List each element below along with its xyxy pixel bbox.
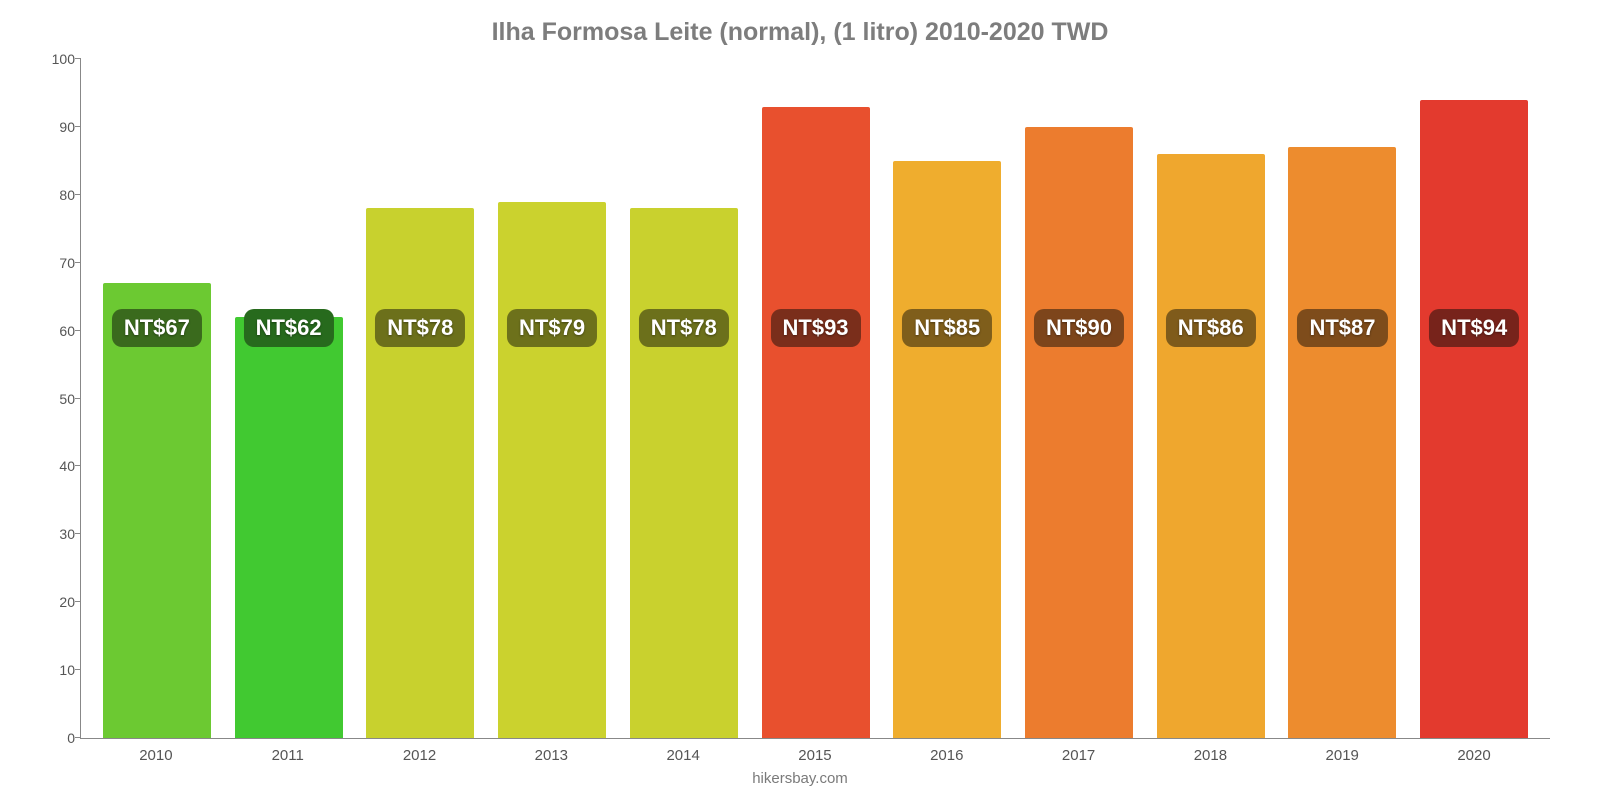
bar-slot: NT$94: [1408, 59, 1540, 738]
y-tick-mark: [75, 126, 81, 127]
x-tick-label: 2016: [881, 739, 1013, 764]
bar: [1288, 147, 1396, 738]
x-tick-label: 2014: [617, 739, 749, 764]
bar: [366, 208, 474, 738]
y-tick-mark: [75, 330, 81, 331]
bar-slot: NT$93: [750, 59, 882, 738]
x-tick-label: 2017: [1013, 739, 1145, 764]
y-tick-label: 100: [31, 51, 75, 67]
bar: [498, 202, 606, 738]
bar-value-label: NT$62: [244, 309, 334, 347]
x-tick-label: 2019: [1276, 739, 1408, 764]
x-tick-label: 2011: [222, 739, 354, 764]
bar: [893, 161, 1001, 738]
bar-value-label: NT$79: [507, 309, 597, 347]
attribution-text: hikersbay.com: [30, 770, 1570, 787]
plot-area: NT$67 NT$62 NT$78 NT$79 NT$78 NT$93 NT$85 NT$90…: [80, 59, 1550, 739]
y-tick-mark: [75, 58, 81, 59]
y-tick-label: 70: [31, 255, 75, 271]
bar-slot: NT$67: [91, 59, 223, 738]
y-tick-label: 10: [31, 662, 75, 678]
y-tick-label: 90: [31, 119, 75, 135]
bar-value-label: NT$85: [902, 309, 992, 347]
bar-value-label: NT$90: [1034, 309, 1124, 347]
bar-slot: NT$78: [354, 59, 486, 738]
y-tick-label: 20: [31, 594, 75, 610]
x-axis: 2010201120122013201420152016201720182019…: [80, 739, 1550, 764]
bar-value-label: NT$87: [1297, 309, 1387, 347]
bar-slot: NT$87: [1277, 59, 1409, 738]
y-tick-mark: [75, 737, 81, 738]
bar-slot: NT$90: [1013, 59, 1145, 738]
y-tick-mark: [75, 601, 81, 602]
y-tick-mark: [75, 465, 81, 466]
bar-slot: NT$79: [486, 59, 618, 738]
y-tick-label: 60: [31, 323, 75, 339]
y-tick-label: 50: [31, 391, 75, 407]
bar-slot: NT$86: [1145, 59, 1277, 738]
bar-slot: NT$85: [881, 59, 1013, 738]
bar-value-label: NT$78: [375, 309, 465, 347]
bar-value-label: NT$94: [1429, 309, 1519, 347]
bar-slot: NT$62: [223, 59, 355, 738]
y-tick-mark: [75, 194, 81, 195]
y-tick-mark: [75, 398, 81, 399]
y-tick-label: 0: [31, 730, 75, 746]
y-tick-label: 40: [31, 458, 75, 474]
bar: [630, 208, 738, 738]
bar: [1420, 100, 1528, 738]
bar-value-label: NT$86: [1166, 309, 1256, 347]
bar: [762, 107, 870, 738]
bar-chart: Ilha Formosa Leite (normal), (1 litro) 2…: [0, 0, 1600, 800]
bar-value-label: NT$78: [639, 309, 729, 347]
chart-title: Ilha Formosa Leite (normal), (1 litro) 2…: [30, 18, 1570, 47]
x-tick-label: 2010: [90, 739, 222, 764]
y-tick-mark: [75, 533, 81, 534]
x-tick-label: 2018: [1145, 739, 1277, 764]
bar-value-label: NT$67: [112, 309, 202, 347]
bar-value-label: NT$93: [771, 309, 861, 347]
x-tick-label: 2015: [749, 739, 881, 764]
x-tick-label: 2013: [485, 739, 617, 764]
y-tick-mark: [75, 669, 81, 670]
bar: [1157, 154, 1265, 738]
y-tick-label: 80: [31, 187, 75, 203]
bar: [235, 317, 343, 738]
y-tick-mark: [75, 262, 81, 263]
bars-container: NT$67 NT$62 NT$78 NT$79 NT$78 NT$93 NT$85 NT$90…: [81, 59, 1550, 738]
y-tick-label: 30: [31, 526, 75, 542]
bar: [1025, 127, 1133, 738]
x-tick-label: 2012: [354, 739, 486, 764]
x-tick-label: 2020: [1408, 739, 1540, 764]
bar: [103, 283, 211, 738]
bar-slot: NT$78: [618, 59, 750, 738]
